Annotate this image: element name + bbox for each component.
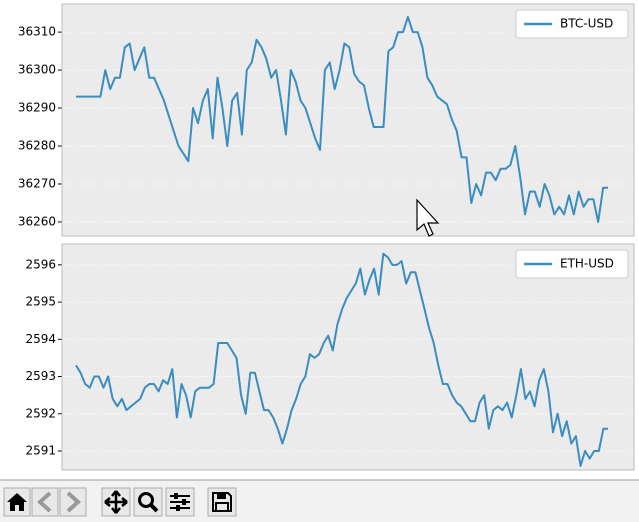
charts: 36260 36270 36280 36290 36300 36310 BTC-USD 259… [18, 3, 635, 471]
axes-bg [62, 4, 634, 236]
configure-button[interactable] [165, 487, 195, 517]
mouse-cursor [416, 198, 440, 237]
series-line [76, 15, 608, 223]
y-tick-label: 2592 [25, 406, 56, 420]
y-tick-label: 2593 [25, 369, 56, 383]
legend-label: BTC-USD [560, 17, 613, 31]
axes-frame [61, 3, 635, 237]
y-tick-label: 36270 [18, 176, 56, 190]
y-tick-label: 36280 [18, 139, 56, 153]
series-line [75, 252, 608, 467]
y-tick-label: 36260 [18, 214, 56, 228]
legend-box [515, 9, 629, 39]
toolbar-bg [0, 480, 639, 522]
y-tick-label: 36310 [18, 25, 56, 39]
y-tick-label: 36300 [18, 63, 56, 77]
y-tick-label: 36290 [18, 101, 56, 115]
y-tick-label: 2594 [25, 332, 56, 346]
toolbar [0, 479, 639, 522]
back-button[interactable] [31, 487, 59, 517]
forward-button[interactable] [59, 487, 87, 517]
y-tick-label: 2596 [25, 257, 56, 271]
legend-label: ETH-USD [560, 257, 614, 271]
y-tick-label: 2595 [25, 295, 56, 309]
legend-box [515, 249, 629, 279]
home-button[interactable] [3, 487, 31, 517]
y-tick-label: 2591 [25, 444, 56, 458]
zoom-button[interactable] [133, 487, 163, 517]
axes-bg [62, 244, 634, 470]
axes-frame [61, 243, 635, 471]
save-button[interactable] [207, 487, 237, 517]
pan-button[interactable] [101, 487, 131, 517]
